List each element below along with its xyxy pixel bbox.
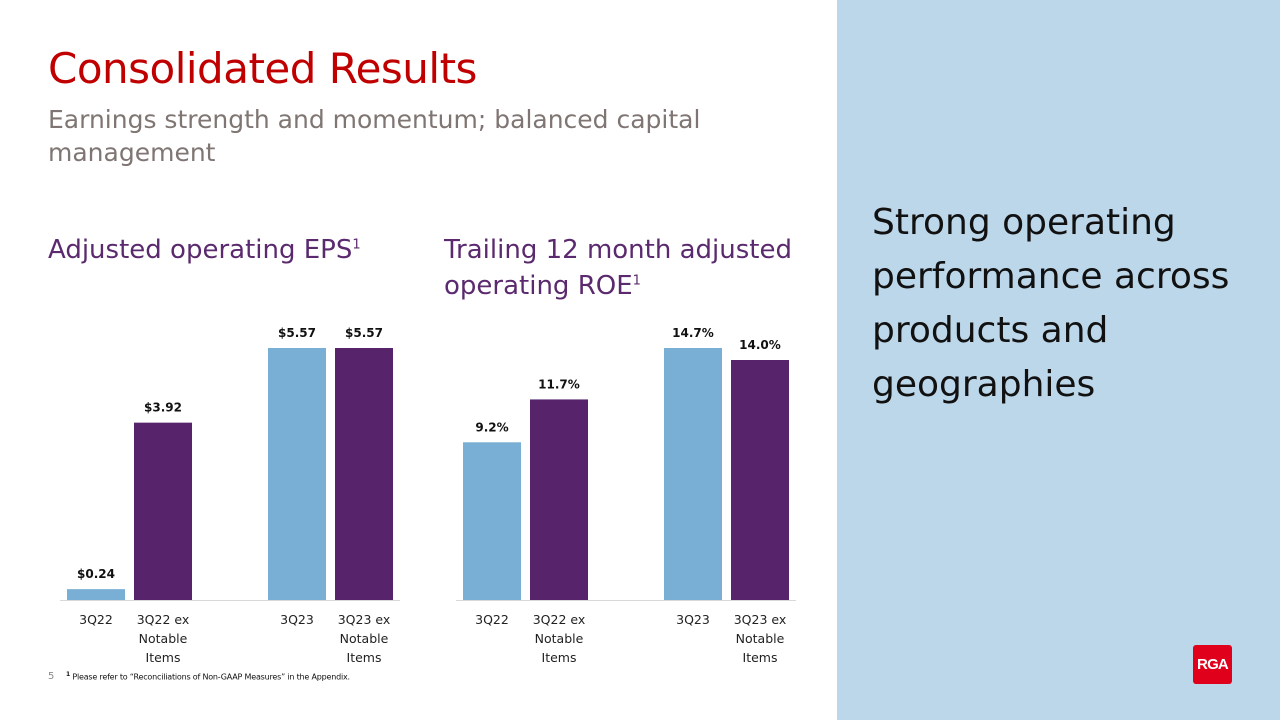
- roe-category-label-4-line-3: Items: [743, 650, 778, 665]
- eps-chart-title-footnote-marker: 1: [352, 237, 361, 253]
- rga-logo: RGA: [1193, 645, 1232, 684]
- footnote-text: Please refer to “Reconciliations of Non-…: [72, 672, 350, 682]
- roe-category-label-2-line-3: Items: [542, 650, 577, 665]
- eps-value-label-2: $3.92: [144, 401, 182, 415]
- eps-bar-1: [67, 589, 125, 600]
- roe-category-label-4-line-2: Notable: [736, 631, 785, 646]
- page-number: 5: [48, 671, 55, 682]
- eps-chart-title-text: Adjusted operating EPS: [48, 235, 353, 265]
- eps-category-label-4-line-3: Items: [347, 650, 382, 665]
- roe-category-label-2-line-2: Notable: [535, 631, 584, 646]
- roe-chart-title-footnote-marker: 1: [632, 273, 641, 289]
- eps-category-label-4: 3Q23 ex: [338, 612, 391, 627]
- eps-bar-2: [134, 422, 192, 600]
- eps-chart-title: Adjusted operating EPS1: [48, 232, 361, 268]
- roe-value-label-4: 14.0%: [739, 338, 781, 352]
- eps-bar-3: [268, 348, 326, 600]
- roe-bar-1: [463, 442, 521, 600]
- roe-bar-3: [664, 348, 722, 600]
- page-title: Consolidated Results: [48, 44, 477, 93]
- right-panel: [837, 0, 1280, 720]
- eps-category-label-2: 3Q22 ex: [137, 612, 190, 627]
- roe-category-label-2: 3Q22 ex: [533, 612, 586, 627]
- eps-category-label-1: 3Q22: [79, 612, 113, 627]
- roe-bar-2: [530, 399, 588, 600]
- eps-bar-4: [335, 348, 393, 600]
- roe-category-label-1: 3Q22: [475, 612, 509, 627]
- tagline: Strong operating performance across prod…: [872, 202, 1230, 405]
- eps-category-label-4-line-2: Notable: [340, 631, 389, 646]
- roe-value-label-2: 11.7%: [538, 377, 580, 391]
- roe-value-label-3: 14.7%: [672, 326, 714, 340]
- roe-bar-4: [731, 360, 789, 600]
- roe-category-label-4: 3Q23 ex: [734, 612, 787, 627]
- footnote-marker: 1: [66, 671, 70, 678]
- roe-chart-title: Trailing 12 month adjusted operating ROE…: [444, 232, 834, 304]
- eps-value-label-1: $0.24: [77, 567, 115, 581]
- eps-category-label-3: 3Q23: [280, 612, 314, 627]
- footnote: 1 Please refer to “Reconciliations of No…: [66, 671, 350, 682]
- page-subtitle: Earnings strength and momentum; balanced…: [48, 105, 701, 167]
- eps-category-label-2-line-2: Notable: [139, 631, 188, 646]
- roe-category-label-3: 3Q23: [676, 612, 710, 627]
- eps-value-label-4: $5.57: [345, 326, 383, 340]
- roe-value-label-1: 9.2%: [475, 420, 508, 434]
- eps-category-label-2-line-3: Items: [146, 650, 181, 665]
- roe-chart-title-text: Trailing 12 month adjusted operating ROE: [444, 235, 792, 301]
- eps-value-label-3: $5.57: [278, 326, 316, 340]
